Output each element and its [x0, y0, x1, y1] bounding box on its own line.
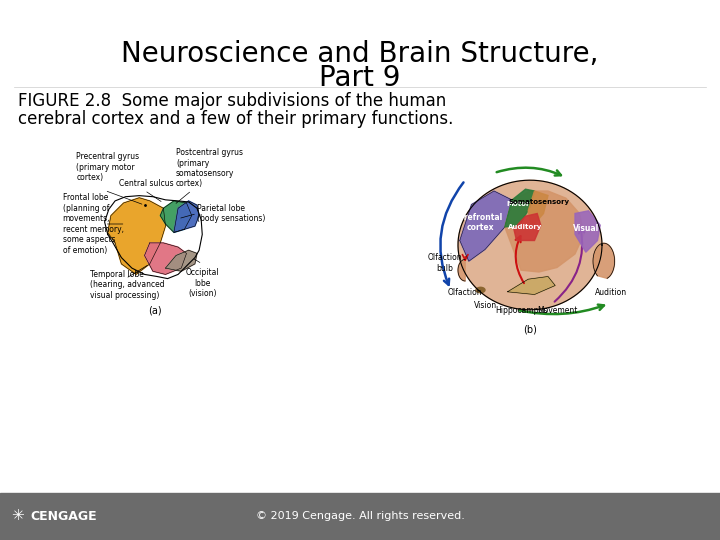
Text: Movement: Movement [537, 306, 577, 315]
Polygon shape [458, 180, 602, 310]
Text: Olfaction
bulb: Olfaction bulb [427, 253, 462, 273]
Polygon shape [593, 243, 615, 278]
Polygon shape [460, 191, 512, 261]
Text: Vision: Vision [474, 301, 497, 310]
Polygon shape [145, 243, 186, 274]
Text: Part 9: Part 9 [319, 64, 401, 92]
Text: Frontal lobe
(planning of
movements,
recent memory,
some aspects
of emotion): Frontal lobe (planning of movements, rec… [63, 193, 124, 254]
Text: © 2019 Cengage. All rights reserved.: © 2019 Cengage. All rights reserved. [256, 511, 464, 521]
Text: (b): (b) [523, 324, 537, 334]
Text: Occipital
lobe
(vision): Occipital lobe (vision) [186, 268, 219, 298]
Polygon shape [514, 213, 541, 240]
Polygon shape [166, 250, 197, 271]
Text: Visual: Visual [572, 224, 599, 233]
Bar [0, 493, 720, 540]
Polygon shape [161, 201, 192, 232]
Polygon shape [505, 189, 534, 227]
Polygon shape [505, 191, 584, 272]
Text: Audition: Audition [595, 288, 627, 297]
Text: Neuroscience and Brain Structure,: Neuroscience and Brain Structure, [121, 40, 599, 68]
Text: Motor: Motor [507, 201, 530, 207]
Text: Central sulcus: Central sulcus [120, 179, 174, 188]
Text: FIGURE 2.8  Some major subdivisions of the human: FIGURE 2.8 Some major subdivisions of th… [18, 92, 446, 110]
Text: (a): (a) [148, 306, 162, 316]
Text: ✳: ✳ [12, 509, 24, 523]
Polygon shape [575, 211, 600, 252]
Text: Somatosensory: Somatosensory [508, 199, 570, 205]
Text: cerebral cortex and a few of their primary functions.: cerebral cortex and a few of their prima… [18, 110, 454, 128]
Text: Parietal lobe
(body sensations): Parietal lobe (body sensations) [197, 204, 266, 223]
Polygon shape [174, 201, 199, 232]
Polygon shape [508, 276, 555, 294]
Polygon shape [476, 287, 485, 293]
Polygon shape [458, 259, 465, 281]
Text: Precentral gyrus
(primary motor
cortex): Precentral gyrus (primary motor cortex) [76, 152, 140, 182]
Text: Postcentral gyrus
(primary
somatosensory
cortex): Postcentral gyrus (primary somatosensory… [176, 148, 243, 188]
Text: CENGAGE: CENGAGE [30, 510, 96, 523]
Text: Temporal lobe
(hearing, advanced
visual processing): Temporal lobe (hearing, advanced visual … [90, 270, 165, 300]
Polygon shape [528, 191, 548, 227]
Text: Auditory: Auditory [508, 224, 543, 230]
Polygon shape [108, 198, 166, 274]
Text: Prefrontal
cortex: Prefrontal cortex [459, 213, 503, 232]
Text: Hippocampus: Hippocampus [495, 306, 547, 315]
Text: Olfaction: Olfaction [448, 288, 482, 297]
